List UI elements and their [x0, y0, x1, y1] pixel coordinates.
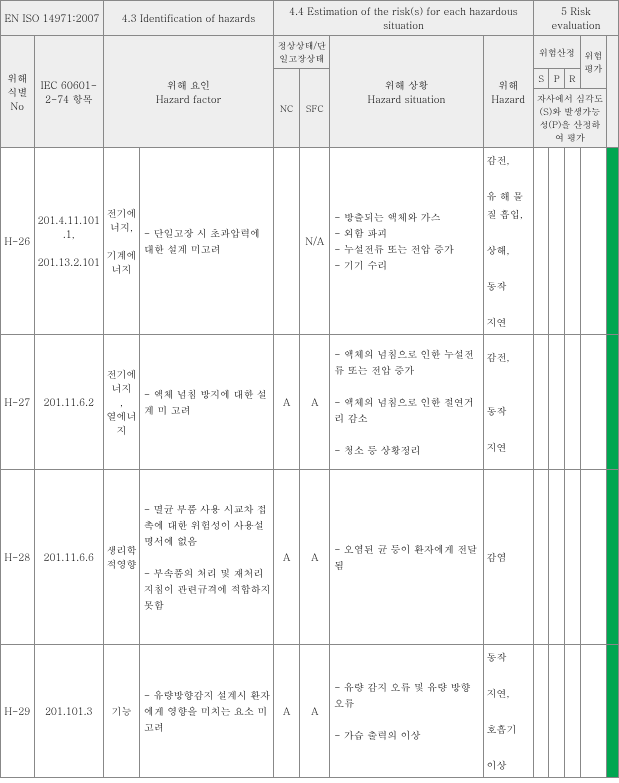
- table-row: H-26201.4.11.101.1, 201.13.2.101전기에너지, 기…: [1, 148, 619, 335]
- hdr-iso: EN ISO 14971:2007: [1, 1, 104, 36]
- cell-energy: 생리학적영향: [103, 470, 139, 645]
- cell-sfc: A: [300, 645, 330, 778]
- cell-eval: [580, 148, 606, 335]
- hdr-sfc: SFC: [300, 69, 330, 148]
- cell-nc: A: [274, 470, 300, 645]
- cell-hazard: 감염: [483, 470, 533, 645]
- hdr-eval: 위험평가: [580, 36, 606, 89]
- table-row: H-29201.101.3기능- 유량방향감지 설계시 환자에게 영향을 미치는…: [1, 645, 619, 778]
- hdr-note: 자사에서 심각도(S)와 발생가능성(P)을 산정하여 평가: [533, 89, 606, 148]
- cell-eval: [580, 645, 606, 778]
- hdr-state: 정상상태/단일고장상태: [274, 36, 330, 69]
- cell-no: H-29: [1, 645, 35, 778]
- hdr-s: S: [533, 69, 549, 89]
- cell-nc: [274, 148, 300, 335]
- cell-sfc: A: [300, 470, 330, 645]
- cell-p: [549, 148, 565, 335]
- cell-hazard: 동작 지연, 호흡기 이상: [483, 645, 533, 778]
- hdr-risk: 위험산정: [533, 36, 580, 69]
- hdr-44: 4.4 Estimation of the risk(s) for each h…: [274, 1, 534, 36]
- cell-risk-bar: [606, 335, 618, 470]
- cell-energy: 전기에너지, 기계에너지: [103, 148, 139, 335]
- cell-nc: A: [274, 645, 300, 778]
- cell-iec: 201.101.3: [34, 645, 103, 778]
- cell-risk-bar: [606, 148, 618, 335]
- hdr-5: 5 Risk evaluation: [533, 1, 618, 36]
- table-row: H-27201.11.6.2전기에너지 , 열에너지- 액체 넘침 방지에 대한…: [1, 335, 619, 470]
- cell-eval: [580, 470, 606, 645]
- cell-iec: 201.11.6.2: [34, 335, 103, 470]
- hdr-no: 위해식별 No: [1, 36, 35, 148]
- cell-hazard: 감전, 동작 지연: [483, 335, 533, 470]
- cell-energy: 전기에너지 , 열에너지: [103, 335, 139, 470]
- cell-p: [549, 645, 565, 778]
- cell-iec: 201.4.11.101.1, 201.13.2.101: [34, 148, 103, 335]
- cell-p: [549, 335, 565, 470]
- table-row: H-28201.11.6.6생리학적영향- 멸균 부품 사용 시교차 접촉에 대…: [1, 470, 619, 645]
- cell-risk-bar: [606, 470, 618, 645]
- cell-hazard-factor: - 단일고장 시 초과압력에 대한 설계 미고려: [139, 148, 273, 335]
- cell-eval: [580, 335, 606, 470]
- cell-no: H-26: [1, 148, 35, 335]
- hdr-hs: 위해 상황 Hazard situation: [330, 36, 483, 148]
- cell-hazard-factor: - 멸균 부품 사용 시교차 접촉에 대한 위험성이 사용설명서에 없음 - 부…: [139, 470, 273, 645]
- hdr-hf: 위해 요인 Hazard factor: [103, 36, 273, 148]
- hdr-nc: NC: [274, 69, 300, 148]
- cell-s: [533, 645, 549, 778]
- cell-iec: 201.11.6.6: [34, 470, 103, 645]
- cell-s: [533, 335, 549, 470]
- cell-nc: A: [274, 335, 300, 470]
- cell-no: H-28: [1, 470, 35, 645]
- cell-s: [533, 148, 549, 335]
- cell-sfc: N/A: [300, 148, 330, 335]
- cell-r: [565, 148, 581, 335]
- hdr-hz: 위해 Hazard: [483, 36, 533, 148]
- cell-s: [533, 470, 549, 645]
- cell-r: [565, 335, 581, 470]
- cell-r: [565, 470, 581, 645]
- cell-risk-bar: [606, 645, 618, 778]
- hdr-iec: IEC 60601-2-74 항목: [34, 36, 103, 148]
- cell-hazard-situation: - 오염된 균 등이 환자에게 전달됨: [330, 470, 483, 645]
- hdr-r: R: [565, 69, 581, 89]
- cell-energy: 기능: [103, 645, 139, 778]
- cell-p: [549, 470, 565, 645]
- hdr-bar: [606, 36, 618, 148]
- cell-hazard: 감전, 유 해 물질 흡입, 상해, 동작 지연: [483, 148, 533, 335]
- cell-hazard-factor: - 액체 넘침 방지에 대한 설계 미 고려: [139, 335, 273, 470]
- cell-hazard-factor: - 유량방향감지 설계시 환자에게 영향을 미치는 요소 미 고려: [139, 645, 273, 778]
- hdr-p: P: [549, 69, 565, 89]
- cell-hazard-situation: - 액체의 넘침으로 인한 누설전류 또는 전압 증가 - 액체의 넘침으로 인…: [330, 335, 483, 470]
- cell-sfc: A: [300, 335, 330, 470]
- cell-no: H-27: [1, 335, 35, 470]
- cell-hazard-situation: - 방출되는 액체와 가스 - 외함 파괴 - 누설전류 또는 전압 증가 - …: [330, 148, 483, 335]
- cell-r: [565, 645, 581, 778]
- cell-hazard-situation: - 유량 감지 오류 및 유량 방향 오류 - 가습 출력의 이상: [330, 645, 483, 778]
- hdr-43: 4.3 Identification of hazards: [103, 1, 273, 36]
- risk-table: EN ISO 14971:2007 4.3 Identification of …: [0, 0, 619, 778]
